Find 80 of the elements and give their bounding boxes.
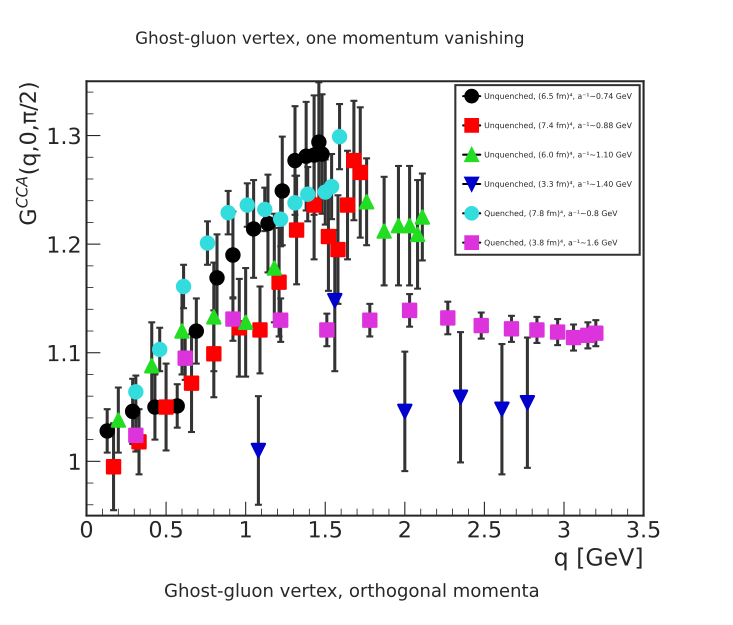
point	[504, 321, 520, 337]
point	[174, 323, 190, 339]
point	[266, 260, 282, 276]
point	[376, 223, 392, 239]
point	[390, 218, 406, 234]
y-tick-label: 1.3	[48, 127, 80, 144]
point	[238, 314, 254, 330]
point	[271, 274, 287, 290]
point	[340, 197, 356, 213]
y-tick-label: 1.1	[48, 344, 80, 362]
point	[288, 222, 304, 238]
point	[240, 197, 255, 213]
point	[250, 442, 266, 458]
point	[494, 402, 510, 417]
point	[272, 312, 288, 328]
point	[252, 322, 268, 338]
point	[128, 428, 144, 443]
point	[188, 323, 204, 339]
x-axis-title: q [GeV]	[554, 548, 642, 570]
x-tick-label: 2	[399, 520, 410, 538]
point	[332, 128, 348, 144]
point	[206, 346, 222, 362]
point	[220, 204, 236, 220]
point	[320, 228, 336, 244]
point	[410, 226, 426, 242]
point	[588, 325, 604, 341]
x-tick-label: 3.5	[628, 520, 660, 538]
point	[358, 194, 374, 210]
y-tick-label: 1	[70, 454, 80, 470]
point	[440, 310, 456, 326]
x-tick-label: 1	[241, 521, 251, 538]
point	[257, 202, 272, 218]
point	[402, 218, 418, 234]
point	[110, 412, 126, 428]
x-tick-label: 0	[80, 520, 92, 538]
point	[452, 390, 468, 405]
point	[106, 459, 122, 474]
y-axis-title: G$^{CCA}$(q,0,π/2)	[16, 83, 41, 224]
point	[274, 183, 290, 199]
point	[152, 342, 168, 358]
x-tick-label: 3	[558, 520, 570, 538]
point	[529, 322, 545, 338]
point	[550, 324, 566, 340]
point	[206, 309, 222, 325]
x-tick-label: 1.5	[310, 521, 341, 538]
point	[176, 278, 192, 294]
text: Ghost-gluon vertex, orthogonal momenta	[165, 583, 538, 601]
point	[327, 292, 342, 308]
point	[324, 178, 340, 194]
point	[128, 384, 144, 400]
point	[566, 330, 582, 346]
point	[246, 221, 262, 237]
point	[209, 270, 225, 286]
y-tick-label: 1.2	[48, 236, 80, 253]
point	[184, 375, 200, 391]
point	[158, 399, 174, 415]
point	[300, 186, 316, 202]
point	[124, 404, 140, 420]
point	[352, 164, 368, 180]
point	[99, 423, 115, 439]
point	[311, 134, 327, 150]
x-tick-label: 2.5	[468, 520, 500, 538]
point	[362, 312, 378, 328]
point	[272, 211, 288, 227]
chart-title: Ghost-gluon vertex, one momentum vanishing	[136, 31, 524, 48]
point	[287, 195, 303, 211]
point	[330, 242, 346, 258]
point	[144, 358, 160, 374]
point	[474, 318, 489, 334]
point	[225, 247, 241, 263]
point	[520, 394, 536, 410]
point	[200, 235, 216, 251]
point	[260, 216, 276, 232]
point	[225, 311, 241, 327]
point	[402, 302, 418, 318]
x-tick-label: 0.5	[150, 520, 182, 538]
point	[319, 322, 335, 338]
point	[414, 209, 430, 225]
point	[177, 350, 193, 366]
point	[397, 404, 413, 420]
